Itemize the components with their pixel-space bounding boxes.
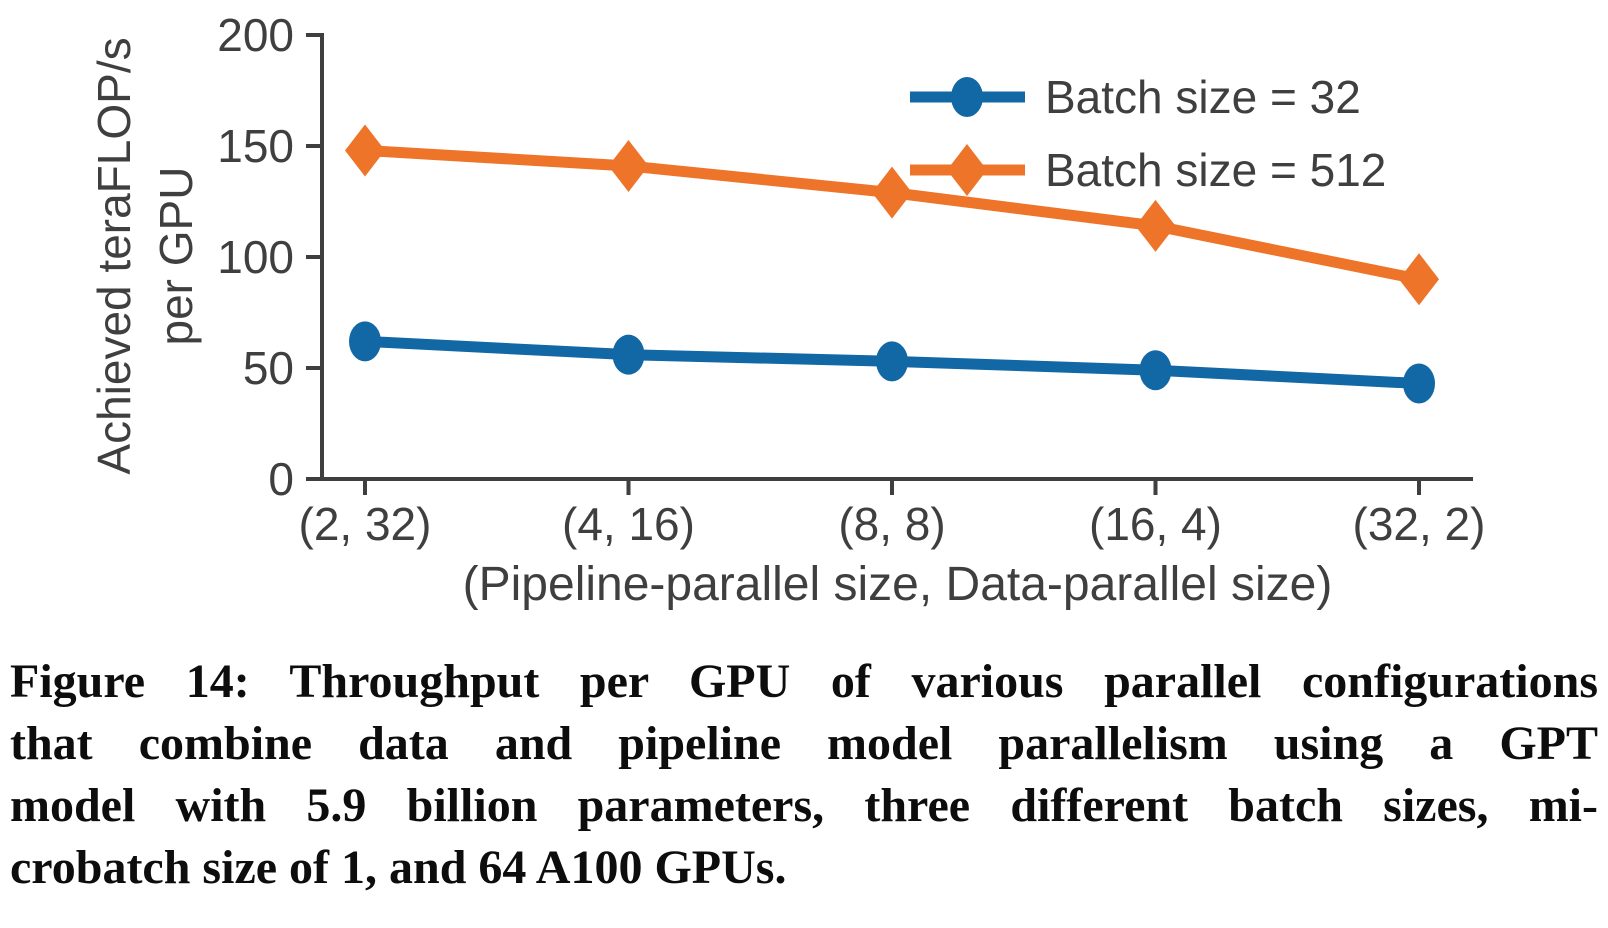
series-marker <box>1399 253 1439 306</box>
y-tick-label: 50 <box>243 342 294 394</box>
legend-marker <box>951 77 983 117</box>
series-marker <box>872 166 912 219</box>
x-axis-title-text: (Pipeline-parallel size, Data-parallel s… <box>463 558 1333 611</box>
legend-label: Batch size = 32 <box>1045 71 1361 123</box>
caption-line-3: model with 5.9 billion parameters, three… <box>10 779 1598 832</box>
legend-marker <box>947 144 987 196</box>
series-marker <box>1139 350 1172 391</box>
x-tick-label: (8, 8) <box>838 498 945 550</box>
caption-line-2: that combine data and pipeline model par… <box>10 717 1598 770</box>
throughput-line-chart: Achieved teraFLOP/s per GPU 050100150200 … <box>88 9 1486 611</box>
caption-line-4: crobatch size of 1, and 64 A100 GPUs. <box>10 841 787 894</box>
x-tick-label: (16, 4) <box>1089 498 1222 550</box>
legend: Batch size = 32 Batch size = 512 <box>910 71 1386 196</box>
series-marker <box>1403 363 1435 404</box>
series-marker <box>1135 199 1176 252</box>
x-tick-label: (4, 16) <box>562 498 695 550</box>
series-marker <box>608 139 649 192</box>
series-marker <box>876 341 908 382</box>
y-axis-title-line: Achieved teraFLOP/s <box>88 37 140 474</box>
data-series <box>345 124 1439 404</box>
y-tick-label: 0 <box>268 453 294 505</box>
x-axis-ticks: (2, 32) (4, 16) (8, 8) (16, 4) (32, 2) <box>299 479 1486 550</box>
x-axis-title: (Pipeline-parallel size, Data-parallel s… <box>463 558 1333 611</box>
y-axis-title-line: per GPU <box>150 167 202 346</box>
series-marker <box>345 124 385 177</box>
series-marker <box>612 334 645 375</box>
caption-line-1: Figure 14: Throughput per GPU of various… <box>10 655 1598 708</box>
y-axis-ticks: 0 50 100 150 200 <box>217 9 322 505</box>
legend-label: Batch size = 512 <box>1045 144 1386 196</box>
y-axis-label: Achieved teraFLOP/s per GPU <box>88 37 202 474</box>
figure-caption: Figure 14: Throughput per GPU of various… <box>0 651 1608 899</box>
y-tick-label: 200 <box>217 9 294 61</box>
series-marker <box>349 321 381 362</box>
x-tick-label: (32, 2) <box>1353 498 1486 550</box>
y-tick-label: 150 <box>217 120 294 172</box>
y-tick-label: 100 <box>217 231 294 283</box>
x-tick-label: (2, 32) <box>299 498 432 550</box>
